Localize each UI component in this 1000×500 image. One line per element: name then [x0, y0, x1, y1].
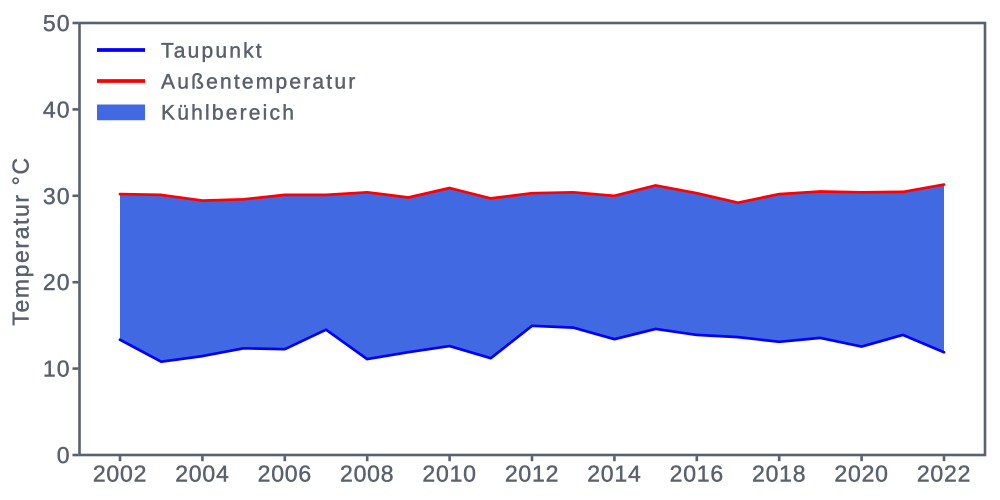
- svg-text:0: 0: [57, 442, 71, 468]
- svg-text:2014: 2014: [587, 461, 641, 487]
- svg-text:2016: 2016: [670, 461, 724, 487]
- svg-text:2018: 2018: [752, 461, 806, 487]
- svg-text:2010: 2010: [422, 461, 476, 487]
- svg-text:50: 50: [43, 10, 71, 36]
- svg-text:2022: 2022: [917, 461, 971, 487]
- svg-text:30: 30: [43, 183, 71, 209]
- svg-text:2012: 2012: [505, 461, 559, 487]
- svg-text:10: 10: [43, 356, 71, 382]
- svg-text:Kühlbereich: Kühlbereich: [161, 102, 296, 125]
- svg-text:2004: 2004: [175, 461, 229, 487]
- svg-text:Außentemperatur: Außentemperatur: [161, 71, 357, 94]
- svg-text:2006: 2006: [258, 461, 312, 487]
- svg-text:Taupunkt: Taupunkt: [161, 40, 264, 63]
- svg-text:Temperatur °C: Temperatur °C: [8, 156, 34, 325]
- svg-text:2008: 2008: [340, 461, 394, 487]
- svg-text:2020: 2020: [834, 461, 888, 487]
- svg-text:20: 20: [43, 269, 71, 295]
- svg-text:40: 40: [43, 96, 71, 122]
- svg-text:2002: 2002: [93, 461, 147, 487]
